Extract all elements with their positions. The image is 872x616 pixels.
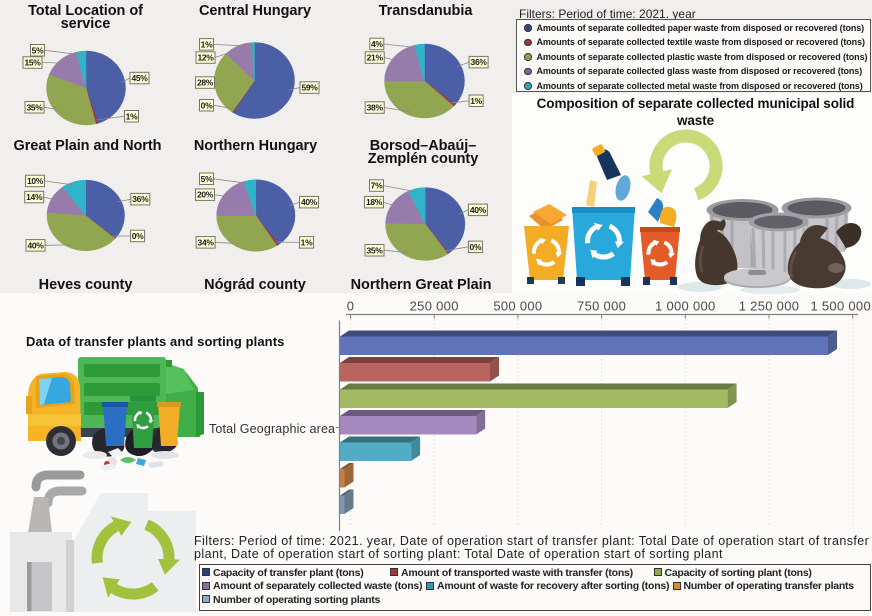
svg-text:35%: 35% (366, 245, 383, 255)
svg-text:38%: 38% (367, 103, 384, 113)
svg-text:1 250 000: 1 250 000 (739, 299, 800, 314)
svg-text:500 000: 500 000 (493, 299, 542, 314)
svg-text:10%: 10% (27, 176, 44, 186)
svg-text:0: 0 (347, 299, 355, 314)
svg-text:40%: 40% (301, 197, 318, 207)
svg-text:45%: 45% (131, 73, 148, 83)
svg-text:0%: 0% (132, 231, 144, 241)
svg-text:250 000: 250 000 (410, 299, 459, 314)
svg-text:5%: 5% (201, 174, 213, 184)
svg-text:59%: 59% (301, 83, 318, 93)
svg-text:28%: 28% (197, 78, 214, 88)
svg-text:0%: 0% (470, 242, 482, 252)
svg-text:5%: 5% (32, 45, 44, 55)
svg-text:40%: 40% (27, 240, 44, 250)
svg-text:14%: 14% (26, 192, 43, 202)
svg-text:36%: 36% (132, 194, 149, 204)
svg-text:0%: 0% (201, 100, 213, 110)
svg-text:1%: 1% (201, 39, 213, 49)
svg-text:7%: 7% (371, 181, 383, 191)
svg-text:1%: 1% (126, 111, 138, 121)
svg-text:750 000: 750 000 (577, 299, 626, 314)
svg-text:18%: 18% (366, 197, 383, 207)
svg-text:20%: 20% (197, 190, 214, 200)
svg-text:36%: 36% (471, 57, 488, 67)
svg-text:1 000 000: 1 000 000 (655, 299, 716, 314)
svg-text:40%: 40% (470, 205, 487, 215)
svg-text:12%: 12% (197, 53, 214, 63)
svg-text:15%: 15% (24, 58, 41, 68)
svg-text:4%: 4% (371, 39, 383, 49)
svg-text:21%: 21% (367, 53, 384, 63)
svg-text:1%: 1% (470, 96, 482, 106)
svg-text:35%: 35% (26, 102, 43, 112)
svg-text:1 500 000: 1 500 000 (810, 299, 871, 314)
svg-text:1%: 1% (301, 237, 313, 247)
svg-text:34%: 34% (198, 237, 215, 247)
